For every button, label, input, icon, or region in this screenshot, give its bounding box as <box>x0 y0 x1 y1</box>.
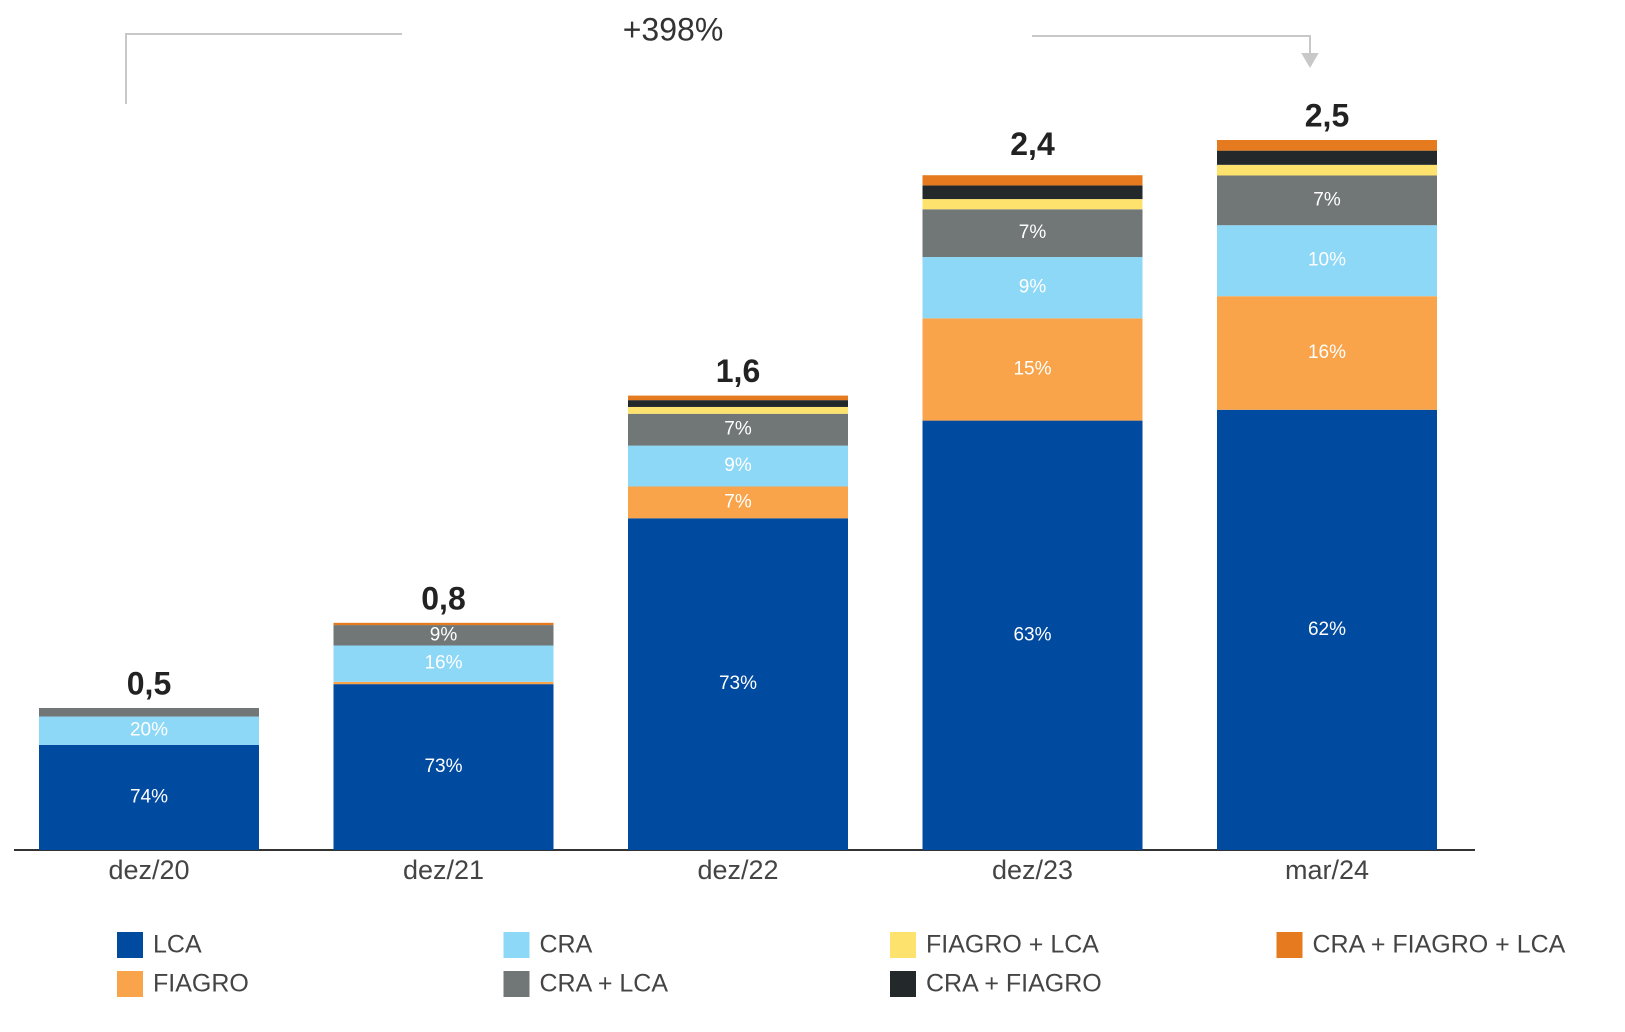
bar-segment <box>922 185 1143 200</box>
legend-label: FIAGRO <box>153 970 249 998</box>
segment-label: 7% <box>1019 222 1047 243</box>
legend-label: CRA + LCA <box>540 970 669 998</box>
total-label: 2,5 <box>1305 97 1349 133</box>
bracket-left <box>125 33 402 104</box>
segment-label: 16% <box>1308 342 1346 363</box>
bar-segment <box>922 318 1143 421</box>
bar-segment <box>333 684 554 850</box>
bar-segment <box>628 406 848 414</box>
bar-segment <box>333 622 554 626</box>
bar-segment <box>333 681 554 685</box>
segment-label: 73% <box>424 756 462 777</box>
bar-segment <box>628 413 848 446</box>
legend-label: CRA <box>540 931 593 959</box>
x-tick-label: mar/24 <box>1285 855 1369 885</box>
bar-segment <box>1217 140 1437 151</box>
segment-label: 73% <box>719 673 757 694</box>
total-label: 2,4 <box>1010 126 1055 162</box>
legend-label: CRA + FIAGRO + LCA <box>1313 931 1566 959</box>
legend-label: LCA <box>153 931 202 959</box>
bar-segment <box>922 420 1143 850</box>
total-label: 1,6 <box>716 353 760 389</box>
x-tick-label: dez/20 <box>108 855 189 885</box>
bar-segment <box>39 708 259 717</box>
segment-label: 15% <box>1013 358 1051 379</box>
segment-label: 7% <box>724 491 752 512</box>
segment-label: 16% <box>424 653 462 674</box>
bar-segment <box>39 716 259 745</box>
bar-segment <box>1217 175 1437 226</box>
bar-segment <box>922 175 1143 186</box>
segment-label: 9% <box>724 455 752 476</box>
segment-label: 63% <box>1013 624 1051 645</box>
bar-segment <box>922 257 1143 319</box>
bar-segment <box>1217 296 1437 410</box>
bar-segment <box>628 445 848 487</box>
legend-swatch <box>117 971 143 997</box>
bar-segment <box>333 625 554 646</box>
segment-label: 9% <box>430 624 458 645</box>
bar-segment <box>1217 150 1437 165</box>
bar-segment <box>628 486 848 519</box>
legend-label: CRA + FIAGRO <box>926 970 1102 998</box>
segment-label: 7% <box>1313 189 1341 210</box>
segment-label: 74% <box>130 786 168 807</box>
legend-swatch <box>890 932 916 958</box>
bar-segment <box>628 518 848 850</box>
legend-swatch <box>503 971 530 997</box>
segment-label: 62% <box>1308 619 1346 640</box>
bar-segment <box>1217 225 1437 297</box>
growth-bracket <box>125 33 1319 104</box>
legend-swatch <box>890 971 916 997</box>
bar-segment <box>1217 164 1437 176</box>
bar-segment <box>628 395 848 401</box>
bar-segment <box>333 645 554 682</box>
bar-segment <box>922 199 1143 210</box>
legend-swatch <box>1276 932 1303 958</box>
segment-label: 10% <box>1308 250 1346 271</box>
bracket-right <box>1032 35 1311 58</box>
bar-segment <box>39 744 259 850</box>
bar-segment <box>922 209 1143 258</box>
total-label: 0,5 <box>127 665 171 701</box>
legend-swatch <box>117 932 143 958</box>
legend-swatch <box>503 932 530 958</box>
x-tick-label: dez/23 <box>992 855 1073 885</box>
segment-label: 20% <box>130 720 168 741</box>
segment-label: 9% <box>1019 277 1047 298</box>
x-tick-label: dez/21 <box>403 855 484 885</box>
total-label: 0,8 <box>421 580 465 616</box>
annotation: +398% <box>623 11 724 47</box>
legend-label: FIAGRO + LCA <box>926 931 1099 959</box>
bar-segment <box>1217 409 1437 850</box>
bar-segment <box>628 400 848 407</box>
bracket-arrow <box>1301 53 1319 68</box>
x-tick-label: dez/22 <box>697 855 778 885</box>
segment-label: 7% <box>724 419 752 440</box>
